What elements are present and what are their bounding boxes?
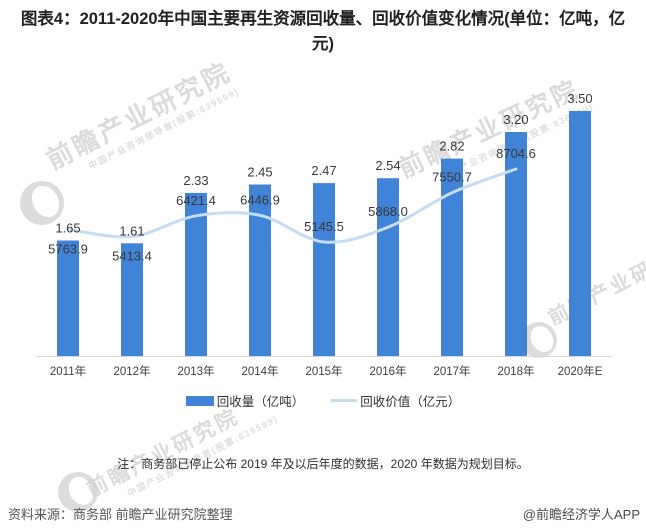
line-value-label: 5145.5 <box>304 219 344 234</box>
bar-2016年 <box>377 178 399 356</box>
legend-bar-swatch <box>185 395 214 406</box>
footnote: 注：商务部已停止公布 2019 年及以后年度的数据，2020 年数据为规划目标。 <box>117 457 529 471</box>
x-axis-label: 2015年 <box>305 364 342 378</box>
bar-value-label: 2.45 <box>247 165 272 180</box>
legend: 回收量（亿吨） 回收价值（亿元） <box>0 391 646 410</box>
bar-2014年 <box>249 184 271 356</box>
bar-value-label: 2.33 <box>183 173 208 188</box>
bar-value-label: 2.82 <box>439 139 464 154</box>
bar-value-label: 2.47 <box>311 163 336 178</box>
bar-value-label: 3.50 <box>567 91 592 106</box>
x-axis-label: 2012年 <box>113 364 150 378</box>
line-value-label: 5413.4 <box>112 249 152 264</box>
legend-item-recovery-volume: 回收量（亿吨） <box>185 391 305 410</box>
bar-2017年 <box>441 158 463 356</box>
bar-2013年 <box>185 192 207 356</box>
legend-bar-label: 回收量（亿吨） <box>216 395 305 409</box>
x-axis-label: 2013年 <box>177 364 214 378</box>
line-value-label: 6421.4 <box>176 193 216 208</box>
bar-value-label: 1.61 <box>119 223 144 238</box>
line-value-label: 5868.0 <box>368 204 408 219</box>
bar-2018年 <box>505 132 527 356</box>
chart-title: 图表4：2011-2020年中国主要再生资源回收量、回收价值变化情况(单位：亿吨… <box>20 10 626 53</box>
bar-value-label: 3.20 <box>503 112 528 127</box>
bar-2012年 <box>121 243 143 356</box>
legend-item-recovery-value: 回收价值（亿元） <box>330 391 460 410</box>
line-recovery-value <box>66 167 518 244</box>
x-axis-label: 2017年 <box>433 364 470 378</box>
line-value-label: 6446.9 <box>240 192 280 207</box>
x-axis-label: 2018年 <box>497 364 534 378</box>
x-axis-label: 2011年 <box>50 364 86 378</box>
line-value-label: 8704.6 <box>496 146 536 161</box>
bar-2011年 <box>57 240 79 356</box>
line-value-label: 5763.9 <box>48 241 88 256</box>
bar-value-label: 1.65 <box>55 221 80 236</box>
bar-value-label: 2.54 <box>375 158 400 173</box>
x-axis-label: 2014年 <box>241 364 278 378</box>
bar-2015年 <box>313 183 335 356</box>
source-row: 资料来源：商务部 前瞻产业研究院整理 @前瞻经济学人APP <box>8 504 640 523</box>
legend-line-swatch <box>330 399 358 402</box>
x-axis-label: 2020年E <box>558 364 603 378</box>
line-value-label: 7550.7 <box>432 170 472 185</box>
legend-line-label: 回收价值（亿元） <box>360 395 461 409</box>
credit-text: @前瞻经济学人APP <box>522 507 640 522</box>
bar-2020年E <box>569 111 591 356</box>
source-text: 资料来源：商务部 前瞻产业研究院整理 <box>8 507 233 522</box>
x-axis-label: 2016年 <box>369 364 406 378</box>
